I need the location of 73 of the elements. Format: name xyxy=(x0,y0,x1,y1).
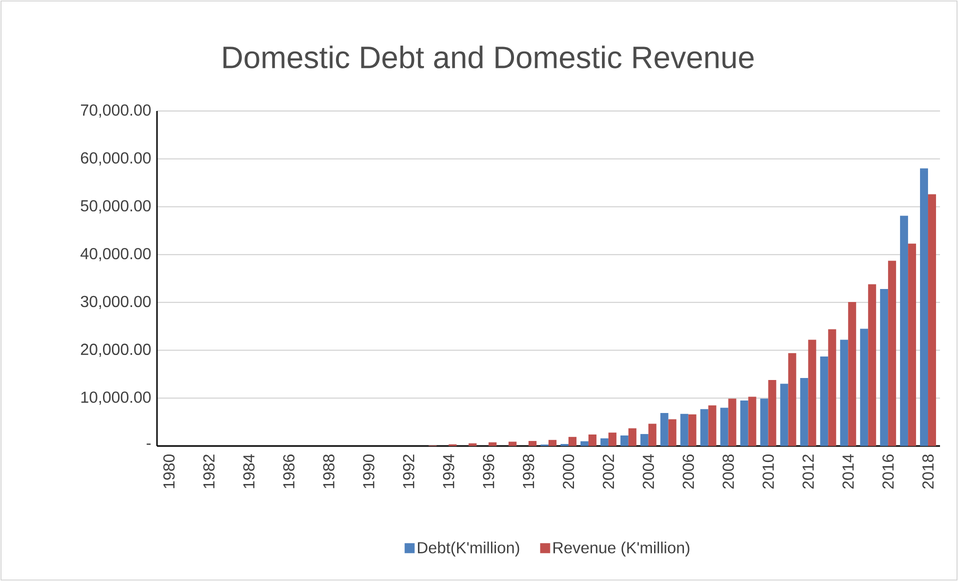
bar xyxy=(908,244,916,446)
bar xyxy=(508,442,517,446)
bar xyxy=(808,340,816,446)
bar xyxy=(720,408,728,446)
x-tick-label: 2000 xyxy=(562,454,574,489)
bar xyxy=(840,340,848,446)
bar xyxy=(788,353,796,446)
y-tick-label: 20,000.00 xyxy=(80,344,151,357)
x-tick-label: 1996 xyxy=(482,454,494,488)
bar xyxy=(748,396,756,446)
bar xyxy=(740,400,748,446)
x-tick-label: 2006 xyxy=(682,454,694,489)
legend-label: Revenue (K'million) xyxy=(553,542,690,557)
x-tick-label: 2018 xyxy=(922,454,934,489)
bar xyxy=(660,412,668,446)
x-tick-label: 1988 xyxy=(323,454,334,488)
bar xyxy=(780,384,788,446)
bar xyxy=(688,414,696,446)
bar xyxy=(488,442,497,446)
bar xyxy=(868,284,876,446)
bar xyxy=(700,409,708,446)
x-tick-label: 2014 xyxy=(842,454,854,489)
y-tick-label: 70,000.00 xyxy=(80,104,151,118)
bar xyxy=(548,440,557,446)
x-tick-label: 1992 xyxy=(403,454,414,488)
y-tick-label: 60,000.00 xyxy=(80,152,151,166)
bar xyxy=(820,356,828,446)
x-tick-label: 1990 xyxy=(363,454,374,488)
y-tick-label: 10,000.00 xyxy=(81,392,151,405)
bar xyxy=(828,329,836,446)
bar xyxy=(680,414,688,446)
y-tick-label: 30,000.00 xyxy=(80,296,151,310)
bar xyxy=(900,216,908,446)
bar xyxy=(588,434,596,446)
bar xyxy=(620,435,628,446)
bar xyxy=(760,398,768,446)
bar xyxy=(628,428,636,446)
bar xyxy=(608,432,616,446)
bar xyxy=(768,380,776,446)
bar xyxy=(800,378,808,446)
bar xyxy=(648,424,656,446)
x-tick-label: 1986 xyxy=(283,454,294,488)
bar xyxy=(640,434,648,446)
y-tick-label: 40,000.00 xyxy=(80,248,151,262)
bar xyxy=(880,289,888,446)
x-tick-label: 2012 xyxy=(802,454,814,489)
bar xyxy=(888,260,896,446)
x-tick-label: 2010 xyxy=(762,454,774,489)
bar xyxy=(568,436,576,446)
bar xyxy=(708,405,716,446)
x-tick-label: 1982 xyxy=(203,454,215,488)
x-tick-label: 2016 xyxy=(882,454,894,489)
chart-title: Domestic Debt and Domestic Revenue xyxy=(223,46,754,68)
x-tick-label: 1998 xyxy=(522,454,534,488)
bar xyxy=(920,168,928,446)
x-tick-label: 1980 xyxy=(163,454,175,488)
bar xyxy=(728,398,736,446)
legend-label: Debt(K'million) xyxy=(418,542,520,557)
x-tick-label: 2002 xyxy=(602,454,614,489)
y-tick-label: 50,000.00 xyxy=(80,200,151,214)
x-tick-label: 1994 xyxy=(442,454,454,488)
bar xyxy=(848,302,856,446)
x-tick-label: 2004 xyxy=(642,454,654,489)
bar xyxy=(928,194,936,446)
x-tick-label: 2008 xyxy=(722,454,734,489)
bar xyxy=(528,440,537,446)
bar xyxy=(580,441,588,446)
y-tick-label: - xyxy=(146,444,151,445)
bar xyxy=(668,419,676,446)
bar xyxy=(468,443,477,446)
bar xyxy=(860,328,868,446)
x-tick-label: 1984 xyxy=(243,454,255,488)
bar xyxy=(600,438,608,446)
